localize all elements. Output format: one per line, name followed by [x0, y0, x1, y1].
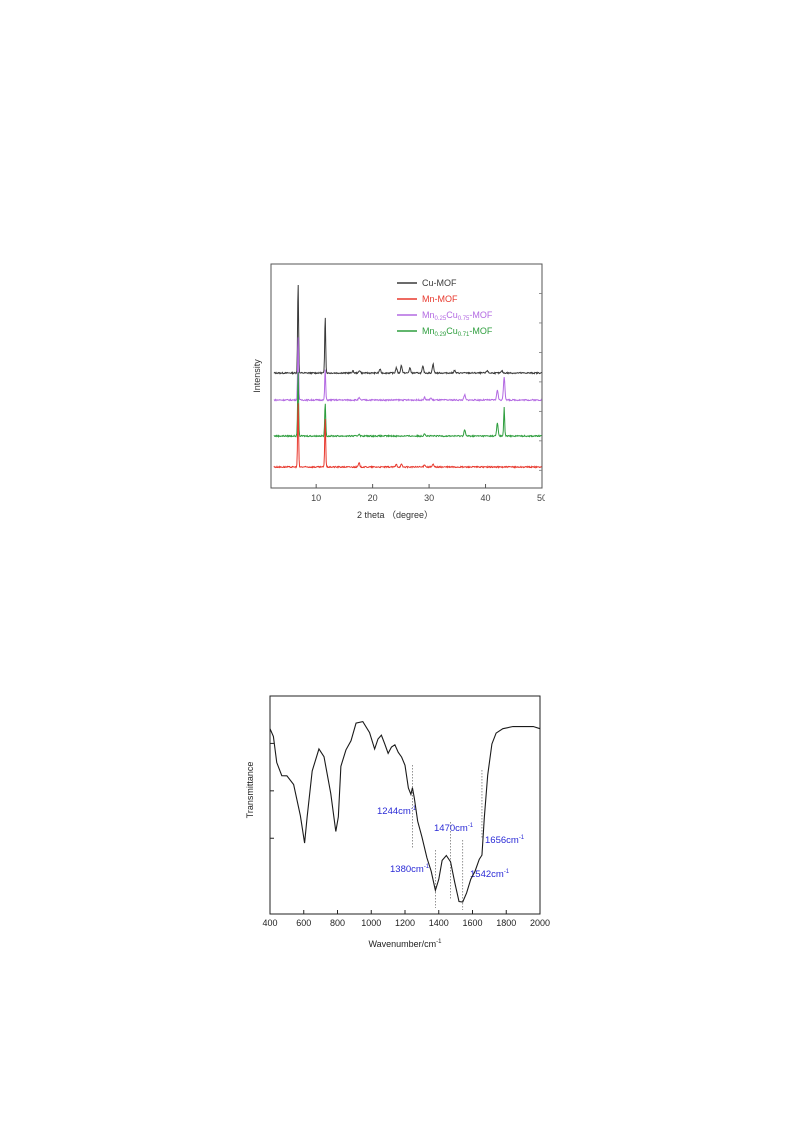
ftir-peak-label: 1470cm-1: [434, 823, 474, 834]
ftir-x-axis-label: Wavenumber/cm-1: [368, 939, 442, 949]
ftir-x-axis-label-sup: -1: [436, 939, 442, 945]
ftir-x-tick-label: 1400: [429, 918, 449, 928]
ftir-peak-label-text: 1656cm: [485, 835, 519, 846]
ftir-x-tick-label: 1600: [462, 918, 482, 928]
ftir-plot-frame: [269, 695, 541, 915]
xrd-legend-label-part: 0.75: [458, 316, 470, 322]
ftir-peak-label-text: 1542cm: [470, 869, 504, 880]
xrd-legend-label-part: Cu: [446, 310, 458, 320]
xrd-legend-label-part: Cu: [446, 326, 458, 336]
ftir-x-tick-label: 1200: [395, 918, 415, 928]
xrd-y-axis-label: Intensity: [252, 359, 262, 393]
ftir-peak-label-sup: -1: [504, 869, 510, 875]
xrd-legend-label: Mn0.29Cu0.71-MOF: [422, 326, 493, 338]
ftir-y-axis-label: Transmittance: [245, 762, 255, 819]
xrd-legend-label-part: -MOF: [469, 310, 492, 320]
xrd-chart: 10 20 30 40 50 Cu-MOFMn-MOFMn0.25Cu0.75-MOFM…: [252, 263, 545, 520]
ftir-peak-label-sup: -1: [424, 864, 430, 870]
xrd-x-axis-label: 2 theta （degree）: [357, 510, 433, 520]
xrd-legend-label-part: Mn: [422, 310, 435, 320]
xrd-plot-frame: [270, 263, 543, 489]
xrd-series-line-3: [273, 403, 542, 469]
xrd-legend-label: Mn-MOF: [422, 294, 458, 304]
ftir-peak-label-sup: -1: [411, 806, 417, 812]
ftir-peak-label-sup: -1: [468, 823, 474, 829]
ftir-peak-label-text: 1380cm: [390, 864, 424, 875]
xrd-x-tick-label: 50: [537, 493, 545, 503]
ftir-x-tick-label: 800: [330, 918, 345, 928]
xrd-x-tick-label: 20: [368, 493, 378, 503]
ftir-x-tick-label: 1800: [496, 918, 516, 928]
ftir-x-tick-label: 1000: [361, 918, 381, 928]
xrd-series-line-0: [273, 284, 542, 376]
ftir-x-tick-label: 400: [262, 918, 277, 928]
ftir-peak-label: 1542cm-1: [470, 869, 510, 880]
ftir-spectrum-line: [269, 720, 541, 903]
ftir-peak-label-sup: -1: [519, 835, 525, 841]
xrd-x-tick-label: 10: [311, 493, 321, 503]
ftir-chart: 400 600 800 1000 1200 1400 1600 1800 2000 1244cm…: [245, 695, 550, 949]
xrd-legend-label-part: Mn: [422, 326, 435, 336]
xrd-x-tick-label: 40: [481, 493, 491, 503]
xrd-series-line-2: [273, 372, 542, 438]
ftir-x-axis-label-text: Wavenumber/cm: [368, 939, 436, 949]
ftir-x-tick-label: 2000: [530, 918, 550, 928]
ftir-peak-label: 1244cm-1: [377, 806, 417, 817]
xrd-legend-label-part: 0.25: [435, 316, 447, 322]
ftir-x-tick-label: 600: [296, 918, 311, 928]
ftir-peak-label: 1380cm-1: [390, 864, 430, 875]
ftir-peak-label: 1656cm-1: [485, 835, 525, 846]
xrd-x-tick-label: 30: [424, 493, 434, 503]
ftir-peak-label-text: 1470cm: [434, 823, 468, 834]
xrd-legend-label-part: 0.71: [458, 332, 470, 338]
ftir-peak-label-text: 1244cm: [377, 806, 411, 817]
xrd-legend-label-part: -MOF: [469, 326, 492, 336]
xrd-series-line-1: [273, 337, 543, 402]
xrd-legend-label: Cu-MOF: [422, 278, 457, 288]
xrd-legend-label-part: 0.29: [435, 332, 447, 338]
xrd-legend-label: Mn0.25Cu0.75-MOF: [422, 310, 493, 322]
